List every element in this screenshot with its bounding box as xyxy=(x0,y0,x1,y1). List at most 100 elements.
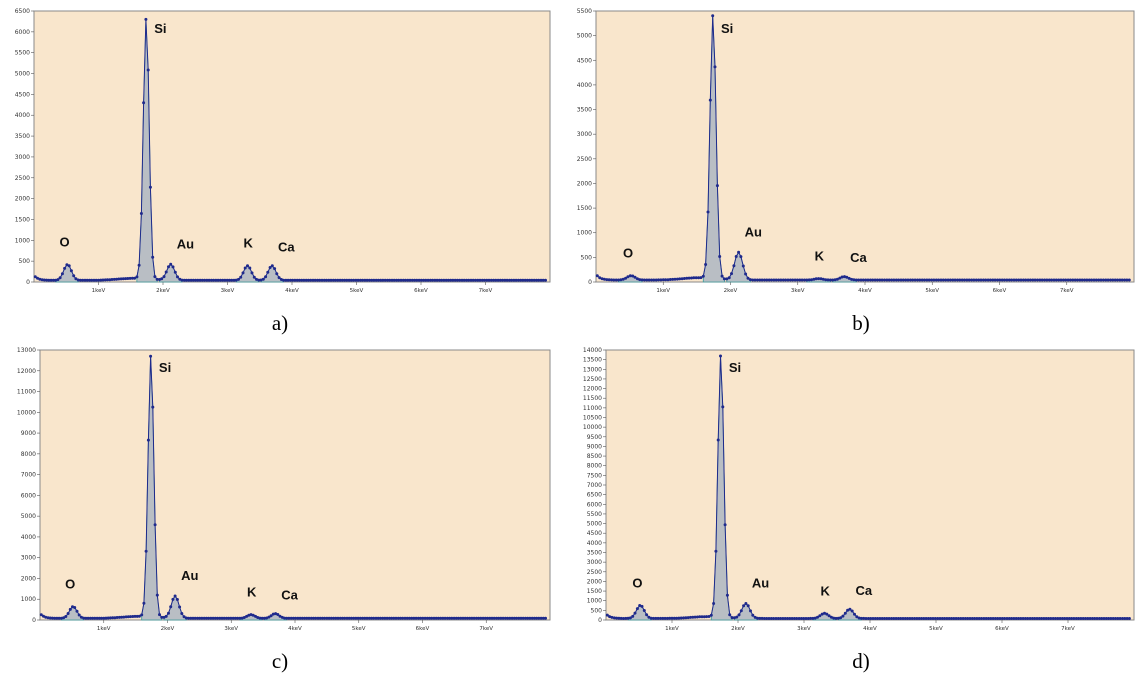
spectrum-point xyxy=(390,616,394,620)
spectrum-point xyxy=(496,278,500,282)
spectrum-point xyxy=(320,616,324,620)
y-tick-label: 1000 xyxy=(587,598,602,605)
x-tick-label: 1keV xyxy=(97,626,111,632)
spectrum-point xyxy=(751,613,755,617)
y-tick-label: 0 xyxy=(588,279,592,286)
spectrum-point xyxy=(1050,278,1054,282)
spectrum-point xyxy=(725,277,729,281)
spectrum-point xyxy=(126,277,130,280)
spectrum-point xyxy=(826,278,830,282)
spectrum-point xyxy=(539,278,543,282)
spectrum-point xyxy=(250,271,254,275)
spectrum-point xyxy=(654,616,658,620)
spectrum-point xyxy=(245,614,249,618)
spectrum-point xyxy=(970,278,974,282)
spectrum-point xyxy=(901,617,905,620)
spectrum-point xyxy=(404,278,407,282)
spectrum-point xyxy=(40,278,44,282)
spectrum-point xyxy=(92,278,96,282)
spectrum-point xyxy=(84,616,88,620)
spectrum-point xyxy=(970,617,974,620)
spectrum-point xyxy=(445,616,449,620)
spectrum-point xyxy=(82,616,86,620)
spectrum-point xyxy=(1023,617,1027,620)
spectrum-point xyxy=(781,617,785,620)
y-tick-label: 12000 xyxy=(583,386,602,393)
spectrum-point xyxy=(94,278,98,282)
spectrum-point xyxy=(207,278,211,282)
spectrum-point xyxy=(497,616,501,620)
peak-label-k: K xyxy=(820,583,830,598)
y-tick-label: 2500 xyxy=(577,156,592,163)
spectrum-point xyxy=(182,615,186,619)
spectrum-point xyxy=(171,265,175,269)
spectrum-point xyxy=(436,616,440,620)
spectrum-point xyxy=(897,278,901,282)
spectrum-point xyxy=(1000,278,1004,282)
spectrum-point xyxy=(252,275,256,279)
spectrum-point xyxy=(770,278,773,282)
spectrum-point xyxy=(866,617,870,620)
spectrum-point xyxy=(792,617,796,620)
y-tick-label: 1000 xyxy=(15,237,30,244)
spectrum-point xyxy=(433,278,437,282)
spectrum-point xyxy=(386,278,389,282)
spectrum-point xyxy=(110,278,114,281)
spectrum-point xyxy=(187,616,190,620)
spectrum-point xyxy=(544,616,547,620)
spectrum-point xyxy=(122,615,126,619)
spectrum-point xyxy=(704,263,708,266)
spectrum-point xyxy=(638,278,642,282)
spectrum-point xyxy=(866,278,870,282)
spectrum-point xyxy=(857,616,861,620)
spectrum-point xyxy=(471,278,475,282)
spectrum-point xyxy=(894,617,898,620)
spectrum-point xyxy=(399,616,402,620)
spectrum-point xyxy=(227,278,231,282)
spectrum-point xyxy=(1003,617,1007,620)
spectrum-point xyxy=(848,607,852,611)
spectrum-point xyxy=(953,278,957,282)
y-tick-label: 6000 xyxy=(21,492,36,499)
spectrum-point xyxy=(153,523,157,527)
spectrum-point xyxy=(798,278,802,282)
spectrum-point xyxy=(769,617,773,620)
spectrum-point xyxy=(173,594,177,598)
spectrum-point xyxy=(467,278,471,282)
spectrum-point xyxy=(435,278,439,282)
peak-label-si: Si xyxy=(729,360,741,375)
spectrum-point xyxy=(49,278,53,282)
y-tick-label: 9000 xyxy=(21,430,36,437)
spectrum-point xyxy=(167,611,170,615)
spectrum-point xyxy=(167,265,170,269)
y-tick-label: 10000 xyxy=(583,424,602,431)
spectrum-point xyxy=(1021,278,1025,282)
spectrum-point xyxy=(365,278,369,282)
spectrum-point xyxy=(302,278,306,282)
panel-caption-d: d) xyxy=(852,649,870,673)
spectrum-point xyxy=(158,613,161,617)
spectrum-point xyxy=(363,616,367,620)
spectrum-point xyxy=(776,617,780,620)
spectrum-point xyxy=(207,616,211,620)
spectrum-point xyxy=(977,617,981,620)
spectrum-point xyxy=(117,615,121,619)
y-tick-label: 4000 xyxy=(587,540,602,547)
spectrum-point xyxy=(1017,617,1020,620)
spectrum-point xyxy=(1061,278,1065,282)
y-tick-label: 500 xyxy=(591,607,603,614)
y-tick-label: 3000 xyxy=(15,154,30,161)
spectrum-point xyxy=(316,616,320,620)
spectrum-point xyxy=(1047,278,1051,282)
spectrum-point xyxy=(1060,617,1064,620)
spectrum-point xyxy=(242,616,246,619)
spectrum-point xyxy=(426,278,430,282)
spectrum-point xyxy=(699,276,703,280)
spectrum-point xyxy=(923,278,926,282)
spectrum-point xyxy=(91,616,95,620)
spectrum-point xyxy=(831,278,835,282)
spectrum-point xyxy=(706,210,710,214)
spectrum-point xyxy=(115,616,119,619)
eds-spectrum-panel-a: 0 500 1000 1500 2000 2500 3000 3500 4000 4500 5000… xyxy=(0,0,560,340)
spectrum-point xyxy=(164,614,168,618)
